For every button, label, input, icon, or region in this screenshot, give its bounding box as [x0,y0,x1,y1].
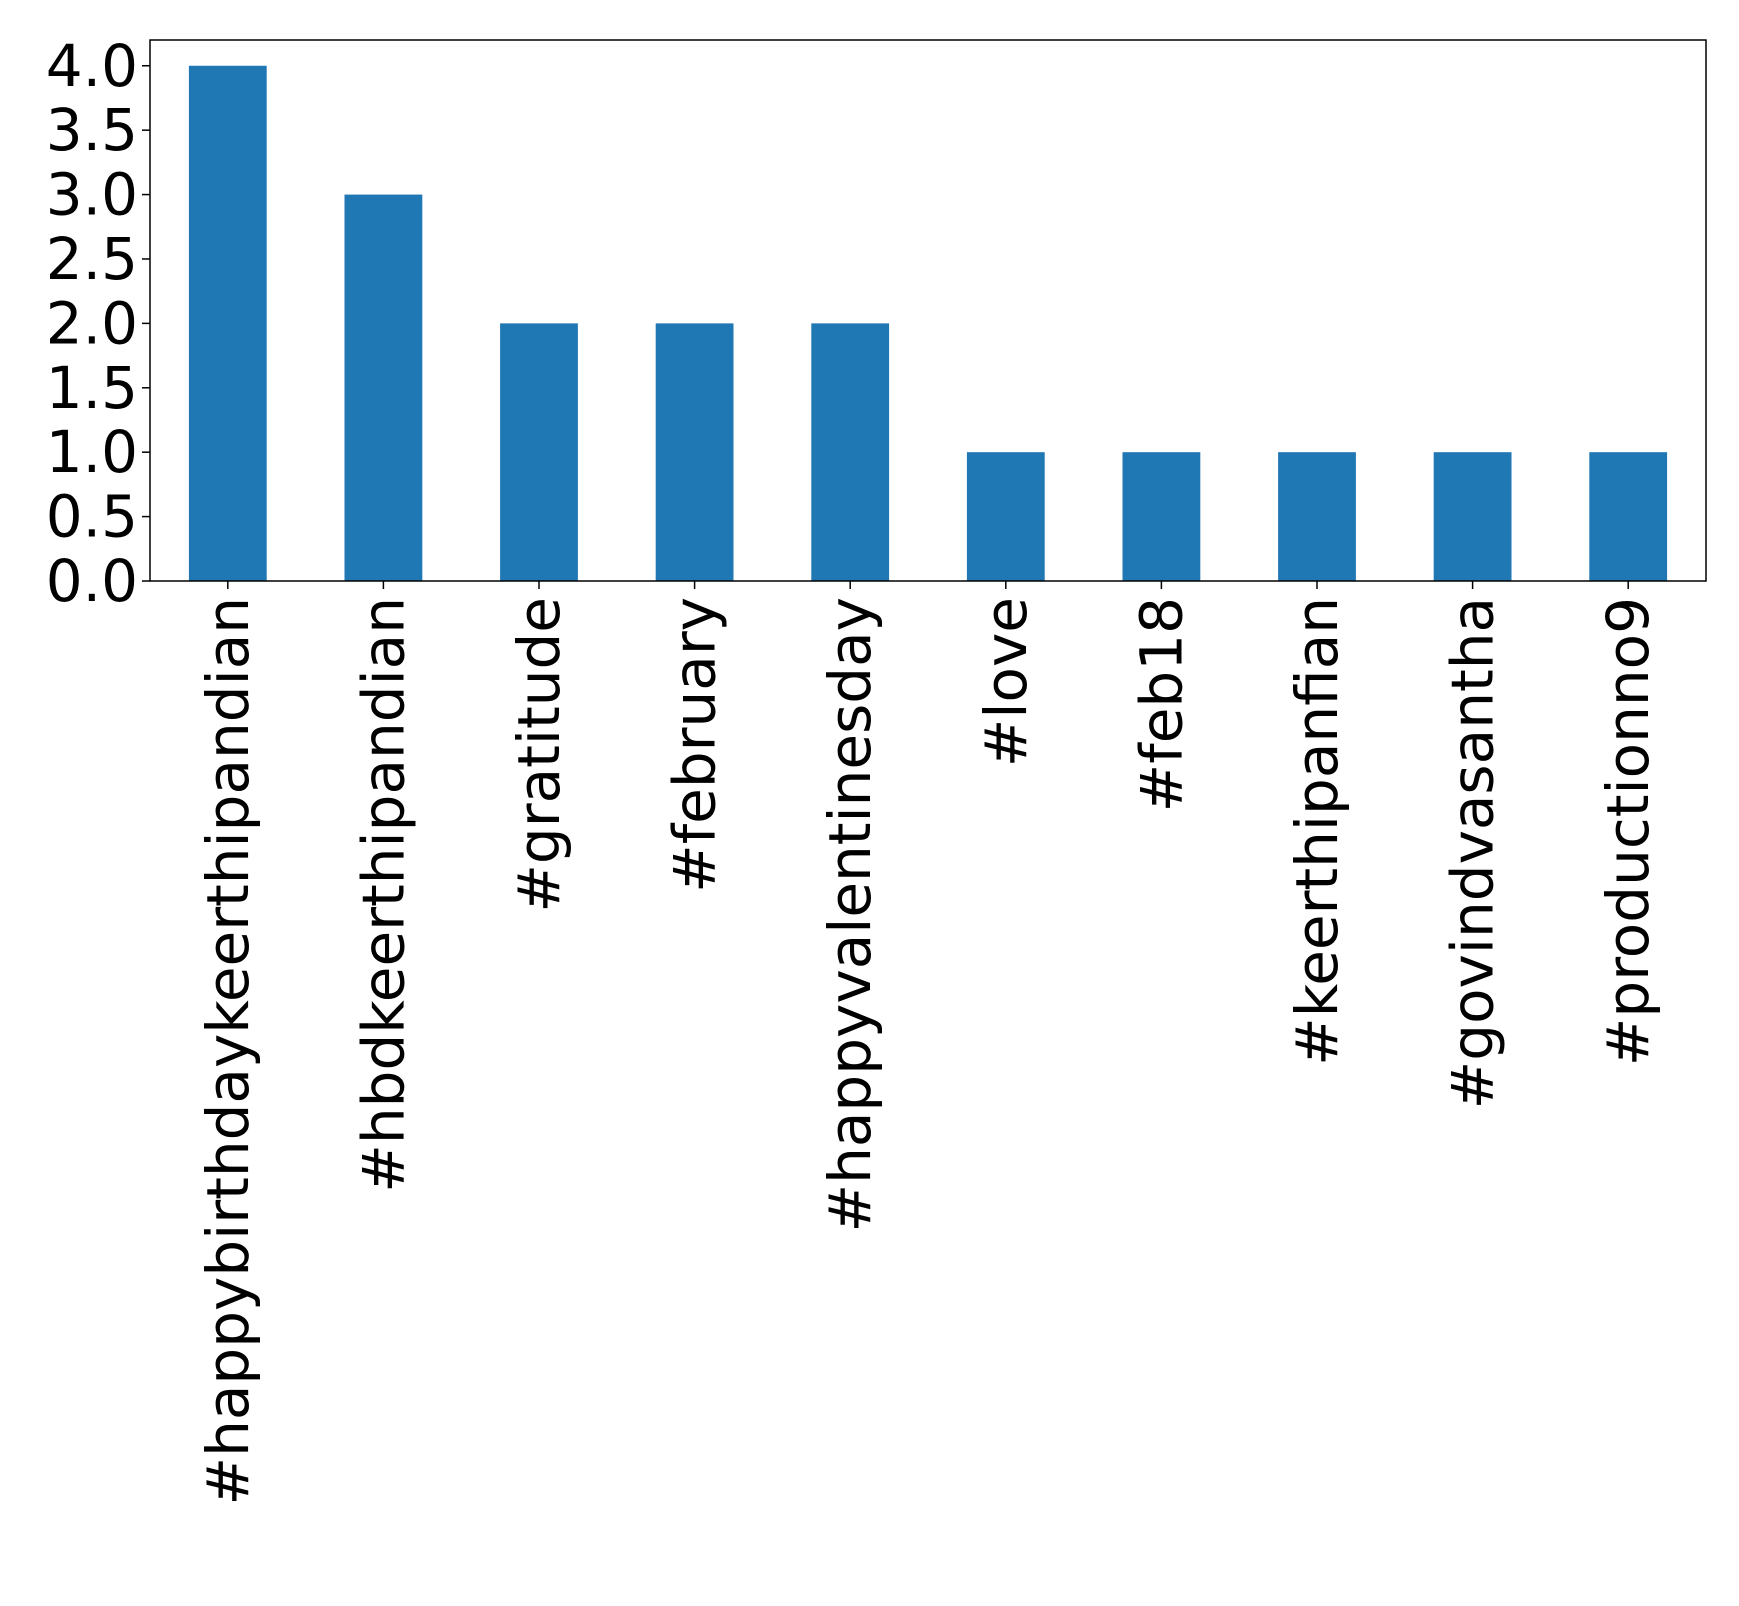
y-tick-label-0: 0.0 [46,547,138,615]
bar-4 [811,323,890,581]
y-axis: 0.00.51.01.52.02.53.03.54.0 [46,32,150,615]
x-tick-label-0: #happybirthdaykeerthipandian [194,597,262,1506]
x-tick-label-2: #gratitude [505,597,573,913]
x-tick-label-8: #govindvasantha [1439,597,1507,1109]
y-tick-label-2: 1.0 [46,418,138,486]
y-tick-label-8: 4.0 [46,32,138,100]
bar-2 [500,323,578,581]
y-tick-label-6: 3.0 [46,161,138,229]
bar-9 [1589,452,1668,581]
bar-5 [966,452,1045,581]
x-tick-label-6: #feb18 [1127,597,1195,812]
y-tick-label-4: 2.0 [46,289,138,357]
bars-group [188,65,1668,582]
bar-6 [1122,452,1201,581]
x-tick-label-5: #love [972,597,1040,767]
x-tick-label-1: #hbdkeerthipandian [349,597,417,1193]
plot-frame [149,39,1707,582]
x-tick-label-4: #happyvalentinesday [816,597,884,1232]
bar-0 [188,65,267,581]
bar-7 [1278,452,1356,581]
x-tick-label-7: #keerthipanfian [1283,597,1351,1066]
y-tick-label-5: 2.5 [46,225,138,293]
bar-8 [1433,452,1512,581]
bar-3 [655,323,734,581]
y-tick-label-3: 1.5 [46,354,138,422]
x-tick-label-3: #february [661,597,729,893]
y-tick-label-7: 3.5 [46,96,138,164]
y-tick-label-1: 0.5 [46,483,138,551]
bar-1 [344,194,423,582]
x-tick-label-9: #productionno9 [1594,597,1662,1066]
x-axis: #happybirthdaykeerthipandian #hbdkeerthip… [194,581,1662,1506]
